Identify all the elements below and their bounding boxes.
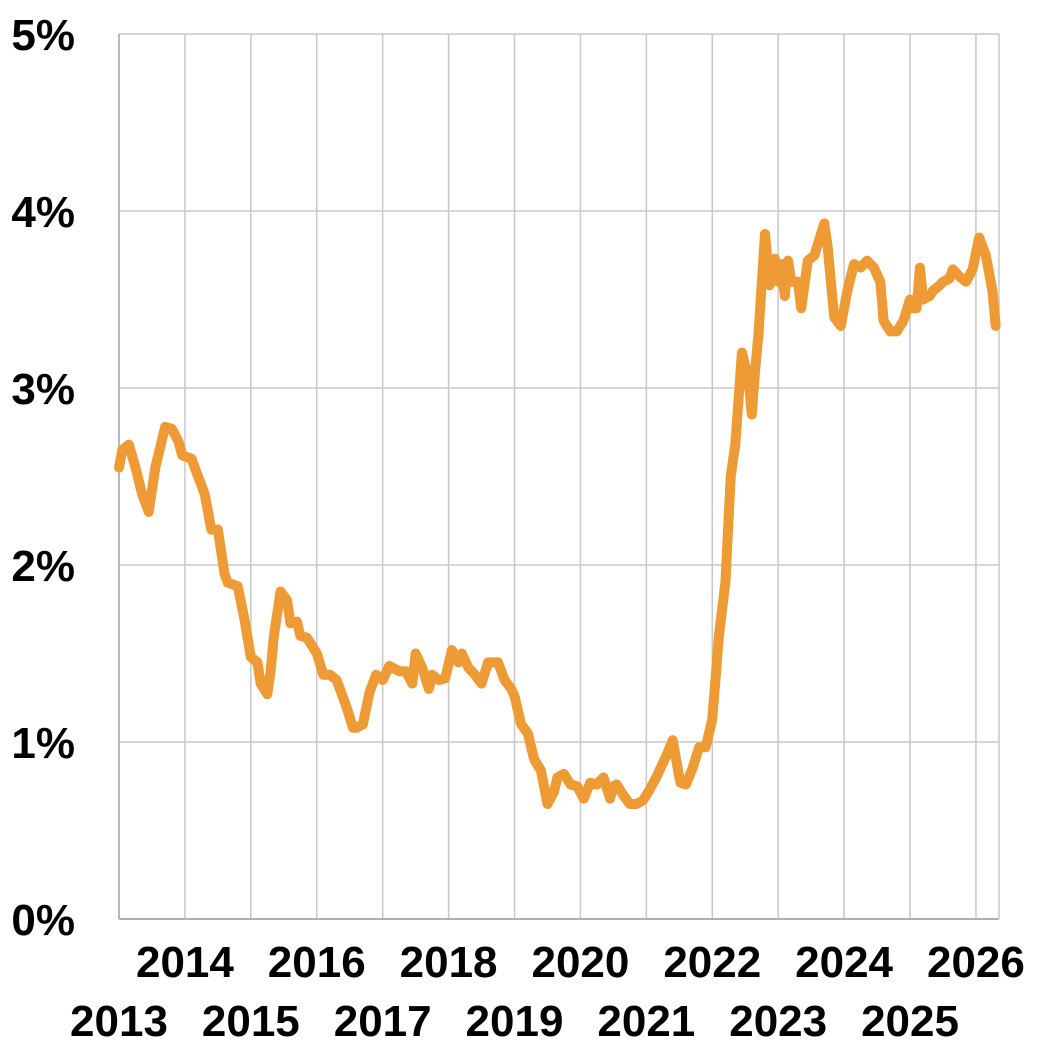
x-tick-label-2021: 2021 [597, 997, 695, 1046]
series-line-0 [114, 218, 1001, 809]
x-tick-label-2018: 2018 [400, 938, 498, 987]
x-tick-labels: 2013 2014 2015 2016 2017 2018 2019 2020 2021 2022… [70, 938, 1025, 1046]
x-tick-label-2026: 2026 [927, 938, 1025, 987]
y-tick-label-5pct: 5% [11, 11, 75, 60]
y-tick-label-4pct: 4% [11, 188, 75, 237]
y-tick-label-3pct: 3% [11, 365, 75, 414]
y-tick-label-1pct: 1% [11, 719, 75, 768]
x-tick-label-2014: 2014 [136, 938, 234, 987]
x-tick-label-2019: 2019 [466, 997, 564, 1046]
x-tick-label-2020: 2020 [531, 938, 629, 987]
x-tick-label-2024: 2024 [795, 938, 893, 987]
y-tick-labels: 0% 1% 2% 3% 4% 5% [11, 11, 75, 945]
x-tick-label-2013: 2013 [70, 997, 168, 1046]
x-tick-label-2023: 2023 [729, 997, 827, 1046]
y-tick-label-0pct: 0% [11, 896, 75, 945]
x-tick-label-2016: 2016 [268, 938, 366, 987]
axis-lines [118, 34, 1000, 920]
y-tick-label-2pct: 2% [11, 542, 75, 591]
x-tick-label-2015: 2015 [202, 997, 300, 1046]
x-tick-label-2022: 2022 [663, 938, 761, 987]
x-tick-label-2025: 2025 [861, 997, 959, 1046]
gridlines [119, 33, 999, 920]
x-tick-label-2017: 2017 [334, 997, 432, 1046]
series-layer [114, 218, 1001, 809]
